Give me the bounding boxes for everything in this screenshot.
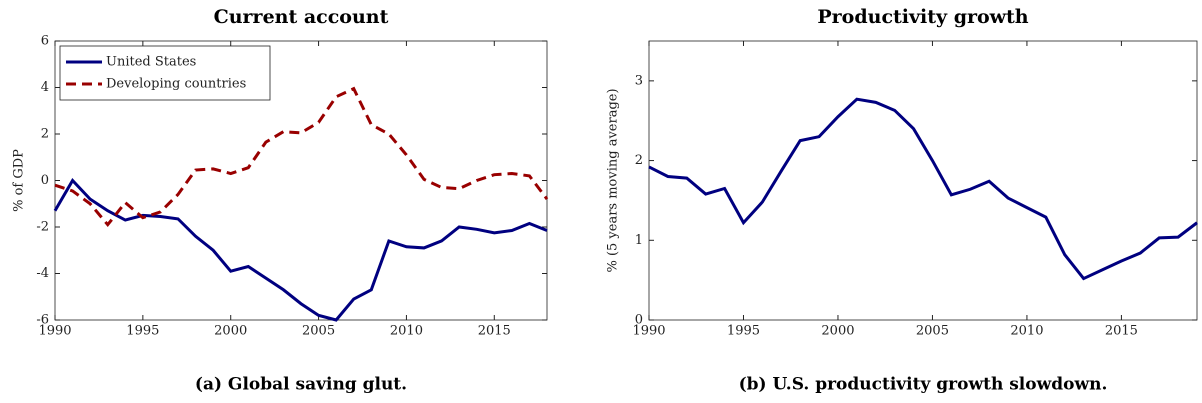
y-axis-label: % (5 years moving average) — [606, 88, 621, 272]
x-tick-label: 2010 — [1010, 324, 1043, 339]
legend-box — [59, 45, 271, 101]
data-line — [648, 97, 1198, 281]
y-tick-label: 0 — [41, 173, 49, 188]
y-axis-label: % of GDP — [12, 149, 27, 212]
x-tick-label: 1995 — [727, 324, 760, 339]
plot-frame — [648, 40, 1198, 321]
x-tick-label: 2010 — [390, 324, 423, 339]
x-tick-label: 2000 — [214, 324, 247, 339]
x-tick-label: 2015 — [478, 324, 511, 339]
y-tick-label: 1 — [635, 233, 643, 248]
y-tick-label: 3 — [635, 73, 643, 88]
y-tick-label: -2 — [36, 220, 49, 235]
x-tick-label: 2015 — [1105, 324, 1138, 339]
chart-title: Current account — [214, 6, 389, 28]
x-tick-label: 2005 — [302, 324, 335, 339]
y-tick-label: 4 — [41, 80, 49, 95]
caption: (a) Global saving glut. — [195, 375, 407, 395]
y-tick-label: 2 — [635, 153, 643, 168]
y-tick-label: 2 — [41, 127, 49, 142]
chart-title: Productivity growth — [817, 6, 1028, 28]
legend-label: United States — [106, 55, 196, 70]
x-tick-label: 1995 — [126, 324, 159, 339]
y-tick-label: 0 — [635, 313, 643, 328]
x-tick-label: 2000 — [821, 324, 854, 339]
x-tick-label: 2005 — [916, 324, 949, 339]
data-line — [54, 86, 549, 228]
data-line — [53, 178, 548, 322]
y-tick-label: 6 — [41, 34, 49, 49]
caption: (b) U.S. productivity growth slowdown. — [739, 375, 1108, 395]
legend-label: Developing countries — [106, 77, 246, 92]
x-tick-label: 1990 — [632, 324, 665, 339]
y-tick-label: -6 — [36, 313, 49, 328]
y-tick-label: -4 — [36, 266, 49, 281]
x-tick-label: 1990 — [38, 324, 71, 339]
